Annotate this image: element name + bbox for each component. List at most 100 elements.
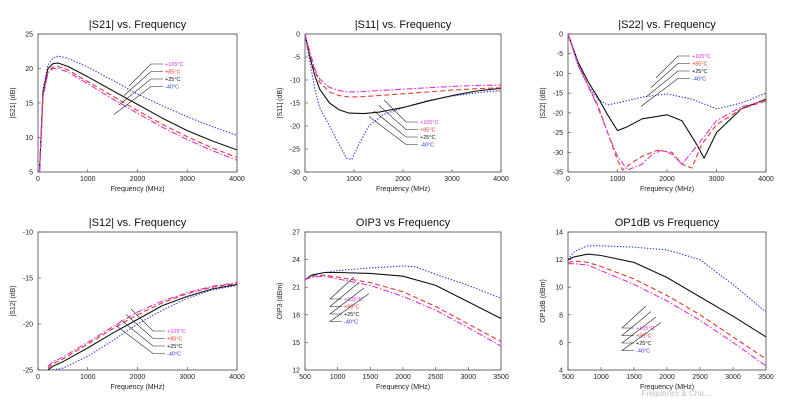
y-tick-label: 6: [559, 340, 563, 347]
y-axis-label: |S11| (dB): [277, 88, 284, 119]
y-tick-label: -20: [553, 110, 563, 117]
y-tick-label: 20: [25, 66, 33, 73]
x-axis-label: Frequency (MHz): [376, 186, 430, 193]
y-tick-label: 4: [559, 368, 563, 375]
legend-label: +85°C: [420, 128, 436, 134]
legend-label: +105°C: [167, 329, 186, 335]
x-tick-label: 3500: [493, 374, 509, 381]
y-tick-label: -5: [294, 55, 300, 62]
x-axis-label: Frequency (MHz): [640, 186, 694, 193]
x-tick-label: 1000: [593, 374, 609, 381]
legend-label: +105°C: [692, 54, 711, 60]
x-tick-label: 2500: [428, 374, 444, 381]
legend-label: +105°C: [420, 120, 439, 126]
x-axis-label: Frequency (MHz): [110, 384, 164, 391]
legend-label: +25°C: [167, 344, 183, 350]
y-tick-label: 5: [29, 170, 33, 177]
y-axis-label: OIP3 (dBm): [277, 283, 284, 320]
y-tick-label: -25: [23, 368, 33, 375]
legend-label: +105°C: [636, 326, 655, 332]
legend-label: -40°C: [420, 143, 434, 149]
legend-label: -40°C: [636, 349, 650, 355]
chart-title: |S21| vs. Frequency: [89, 19, 187, 31]
chart-panel-1: |S21| vs. Frequency 0 1000 2000 3000 4000 5 10 1…: [10, 19, 245, 193]
x-tick-label: 1000: [610, 176, 626, 183]
series-line-25c: [568, 34, 766, 159]
legend-leader-line: [650, 63, 690, 88]
legend-leader-line: [621, 305, 647, 329]
x-tick-label: 4000: [493, 176, 509, 183]
legend-leader-line: [373, 110, 418, 138]
legend-leader-line: [383, 99, 418, 123]
y-tick-label: -10: [290, 78, 300, 85]
y-axis-label: |S12| (dB): [10, 285, 17, 316]
legend-label: +85°C: [167, 337, 183, 343]
y-tick-label: 15: [292, 340, 300, 347]
legend-leader-line: [329, 293, 370, 322]
x-tick-label: 2000: [395, 176, 411, 183]
y-tick-label: 10: [555, 285, 563, 292]
x-tick-label: 2000: [659, 176, 675, 183]
legend-label: -40°C: [167, 352, 181, 358]
legend-leader-line: [120, 319, 165, 347]
series-line-40c: [38, 55, 237, 172]
x-tick-label: 1000: [346, 176, 362, 183]
x-tick-label: 4000: [758, 176, 774, 183]
legend-label: +85°C: [165, 70, 181, 76]
x-tick-label: 0: [36, 374, 40, 381]
y-tick-label: -5: [557, 51, 563, 58]
y-tick-label: 0: [296, 32, 300, 39]
x-tick-label: 500: [562, 374, 574, 381]
x-tick-label: 0: [566, 176, 570, 183]
x-axis-label: Frequency (MHz): [110, 186, 164, 193]
legend-leader-line: [621, 316, 657, 344]
y-tick-label: -10: [23, 230, 33, 237]
x-tick-label: 2000: [659, 374, 675, 381]
series-line-105c: [305, 275, 501, 347]
legend-leader-line: [368, 116, 418, 145]
plot-frame: [304, 33, 502, 173]
plot-frame: [37, 33, 238, 173]
y-tick-label: 12: [555, 257, 563, 264]
series-line-105c: [47, 282, 237, 367]
series-group: [305, 34, 501, 161]
y-axis-label: |S22| (dB): [540, 87, 547, 118]
y-tick-label: 0: [559, 32, 563, 39]
x-axis-label: Frequency (MHz): [376, 384, 430, 391]
series-line-105c: [568, 34, 766, 171]
series-line-40c: [568, 245, 766, 313]
series-line-25c: [47, 283, 237, 370]
y-tick-label: 21: [292, 285, 300, 292]
x-tick-label: 2500: [692, 374, 708, 381]
legend-label: -40°C: [344, 320, 358, 326]
legend-leader-line: [128, 63, 163, 87]
y-tick-label: -30: [553, 150, 563, 157]
y-tick-label: -30: [290, 170, 300, 177]
y-tick-label: 14: [555, 230, 563, 237]
legend-leader-line: [640, 78, 690, 107]
legend-leader-line: [621, 311, 652, 336]
legend-leader-line: [115, 325, 165, 354]
legend-label: +25°C: [692, 69, 708, 75]
y-tick-label: 24: [292, 257, 300, 264]
legend-label: -40°C: [692, 77, 706, 83]
x-tick-label: 2000: [130, 374, 146, 381]
series-group: [568, 245, 766, 367]
series-line-85c: [568, 260, 766, 360]
x-tick-label: 3000: [179, 176, 195, 183]
x-tick-label: 3000: [461, 374, 477, 381]
legend-leader-line: [329, 287, 365, 315]
y-tick-label: -25: [290, 147, 300, 154]
legend-leader-line: [655, 55, 690, 79]
series-line-25c: [305, 271, 501, 319]
chart-title: OP1dB vs Frequency: [615, 217, 720, 229]
x-tick-label: 3000: [725, 374, 741, 381]
x-tick-label: 500: [299, 374, 311, 381]
legend-leader-line: [329, 276, 355, 300]
legend-leader-line: [621, 322, 662, 351]
x-tick-label: 1500: [626, 374, 642, 381]
legend-leader-line: [113, 86, 163, 115]
legend-label: +25°C: [165, 77, 181, 83]
x-tick-label: 0: [303, 176, 307, 183]
y-tick-label: -15: [23, 276, 33, 283]
